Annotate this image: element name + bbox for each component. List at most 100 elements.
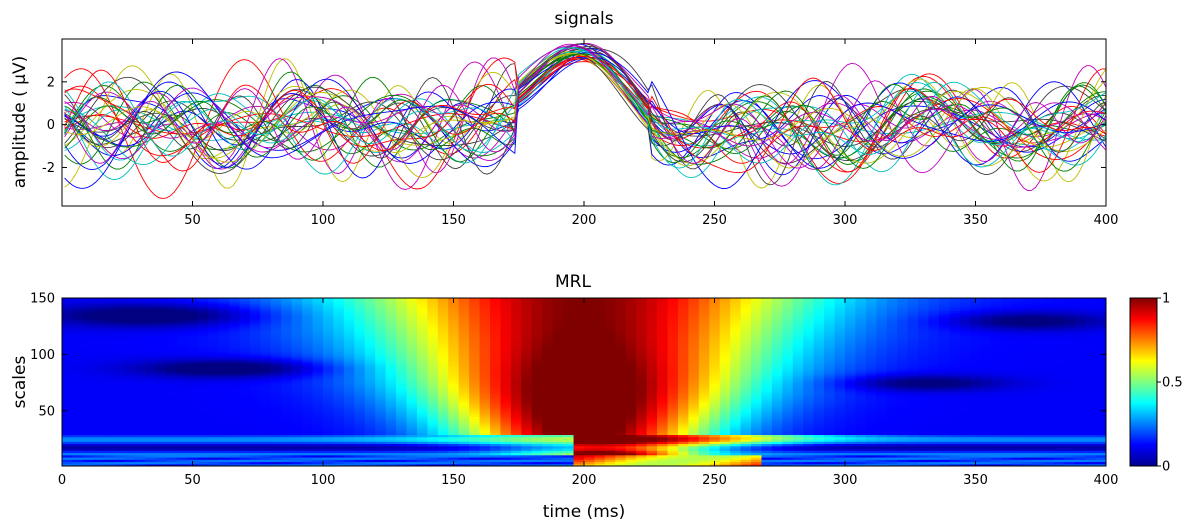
mrl-cell (176, 335, 188, 339)
mrl-cell (573, 301, 585, 305)
mrl-cell (396, 330, 408, 334)
mrl-cell (166, 443, 178, 447)
mrl-cell (333, 409, 345, 413)
mrl-cell (437, 427, 449, 431)
mrl-cell (521, 463, 533, 466)
mrl-cell (709, 418, 721, 422)
mrl-cell (385, 396, 397, 399)
mrl-cell (343, 323, 355, 327)
mrl-cell (166, 375, 178, 379)
mrl-cell (333, 454, 345, 458)
mrl-cell (93, 339, 105, 343)
mrl-cell (176, 312, 188, 316)
mrl-cell (437, 366, 449, 370)
mrl-cell (521, 335, 533, 339)
mrl-cell (145, 308, 157, 312)
mrl-cell (437, 317, 449, 321)
mrl-cell (343, 332, 355, 336)
mrl-cell (740, 414, 752, 417)
mrl-cell (72, 312, 84, 316)
mrl-cell (500, 396, 512, 399)
mrl-cell (531, 432, 543, 436)
mrl-cell (249, 323, 261, 327)
mrl-cell (730, 436, 742, 440)
mrl-cell (458, 305, 470, 309)
mrl-cell (197, 432, 209, 436)
mrl-cell (208, 312, 220, 316)
mrl-cell (343, 391, 355, 395)
mrl-cell (166, 456, 178, 460)
mrl-cell (93, 445, 105, 449)
mrl-cell (584, 346, 596, 350)
mrl-cell (375, 405, 387, 408)
mrl-cell (500, 355, 512, 359)
mrl-cell (531, 344, 543, 348)
mrl-cell (427, 301, 439, 305)
mrl-cell (145, 362, 157, 366)
mrl-title: MRL (555, 272, 591, 292)
mrl-cell (573, 312, 585, 316)
mrl-cell (114, 459, 126, 463)
mrl-cell (625, 339, 637, 343)
mrl-cell (406, 337, 418, 341)
mrl-cell (249, 384, 261, 388)
mrl-cell (354, 360, 366, 363)
mrl-cell (677, 360, 689, 363)
mrl-cell (218, 378, 230, 381)
mrl-cell (396, 317, 408, 321)
mrl-cell (323, 434, 335, 438)
mrl-cell (594, 396, 606, 399)
mrl-cell (343, 375, 355, 379)
mrl-cell (249, 443, 261, 447)
mrl-cell (249, 303, 261, 307)
mrl-cell (364, 328, 376, 332)
mrl-cell (312, 350, 324, 354)
mrl-cell (542, 441, 554, 445)
mrl-cell (62, 400, 74, 404)
mrl-cell (239, 391, 251, 395)
mrl-cell (490, 366, 502, 370)
mrl-cell (500, 445, 512, 449)
mrl-cell (615, 425, 627, 429)
mrl-cell (197, 400, 209, 404)
mrl-cell (542, 314, 554, 318)
mrl-cell (208, 429, 220, 433)
mrl-cell (458, 447, 470, 451)
mrl-cell (594, 420, 606, 424)
mrl-cell (281, 366, 293, 370)
mrl-cell (249, 425, 261, 429)
mrl-cell (302, 373, 314, 377)
mrl-cell (260, 305, 272, 309)
mrl-cell (500, 298, 512, 300)
mrl-cell (291, 436, 303, 440)
mrl-cell (93, 303, 105, 307)
mrl-cell (719, 447, 731, 451)
mrl-cell (166, 378, 178, 381)
mrl-cell (93, 353, 105, 357)
mrl-cell (396, 337, 408, 341)
mrl-cell (490, 310, 502, 314)
mrl-cell (135, 317, 147, 321)
mrl-cell (114, 332, 126, 336)
mrl-cell (615, 443, 627, 447)
mrl-cell (375, 373, 387, 377)
mrl-cell (625, 317, 637, 321)
mrl-cell (646, 461, 658, 465)
mrl-cell (469, 452, 481, 456)
mrl-cell (82, 407, 94, 411)
mrl-cell (657, 380, 669, 384)
mrl-cell (448, 314, 460, 318)
mrl-cell (197, 353, 209, 357)
mrl-cell (542, 429, 554, 433)
mrl-cell (260, 418, 272, 422)
mrl-cell (93, 400, 105, 404)
mrl-cell (155, 317, 167, 321)
mrl-cell (72, 321, 84, 325)
mrl-cell (688, 447, 700, 451)
mrl-cell (615, 405, 627, 408)
mrl-cell (500, 434, 512, 438)
mrl-cell (469, 445, 481, 449)
mrl-cell (625, 382, 637, 386)
mrl-cell (406, 371, 418, 375)
mrl-cell (406, 298, 418, 300)
